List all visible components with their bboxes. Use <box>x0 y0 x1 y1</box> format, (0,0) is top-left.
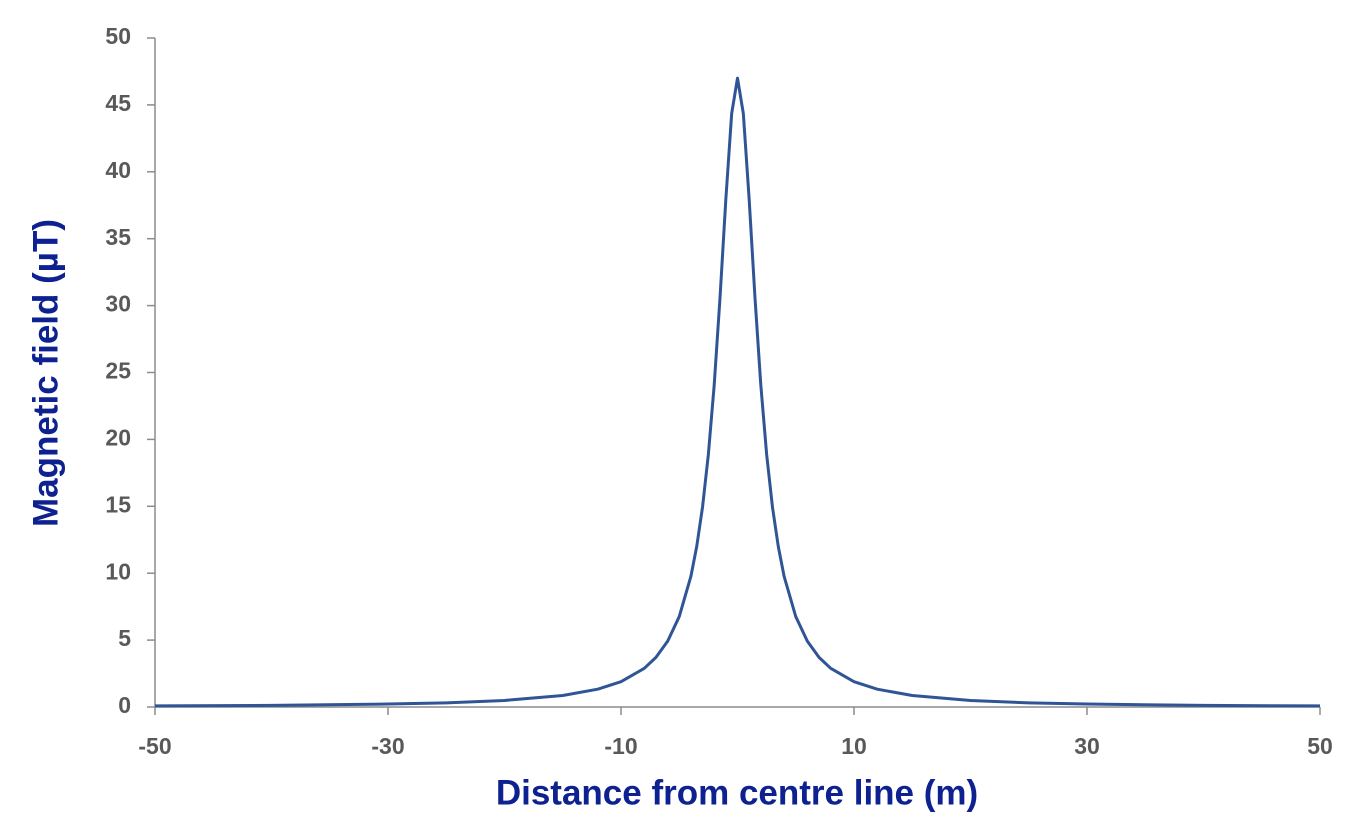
x-axis-title: Distance from centre line (m) <box>496 773 978 812</box>
x-tick-label: 30 <box>1074 733 1100 759</box>
y-tick-label: 45 <box>105 90 131 116</box>
y-tick-label: 25 <box>105 358 131 384</box>
y-tick-label: 20 <box>105 424 131 450</box>
y-tick-label: 30 <box>105 291 131 317</box>
data-line <box>154 76 1321 708</box>
y-tick-label: 10 <box>105 558 131 584</box>
x-tick-label: -50 <box>138 733 171 759</box>
y-tick-label: 35 <box>105 224 131 250</box>
y-tick-label: 50 <box>105 23 131 49</box>
y-tick-label: 0 <box>118 692 131 718</box>
x-tick-label: -30 <box>371 733 404 759</box>
y-tick-label: 40 <box>105 157 131 183</box>
y-axis-title: Magnetic field (µT) <box>26 219 65 527</box>
x-tick-label: -10 <box>604 733 637 759</box>
x-tick-label: 10 <box>841 733 867 759</box>
x-tick-label: 50 <box>1307 733 1333 759</box>
y-tick-label: 5 <box>118 625 131 651</box>
y-tick-label: 15 <box>105 491 131 517</box>
